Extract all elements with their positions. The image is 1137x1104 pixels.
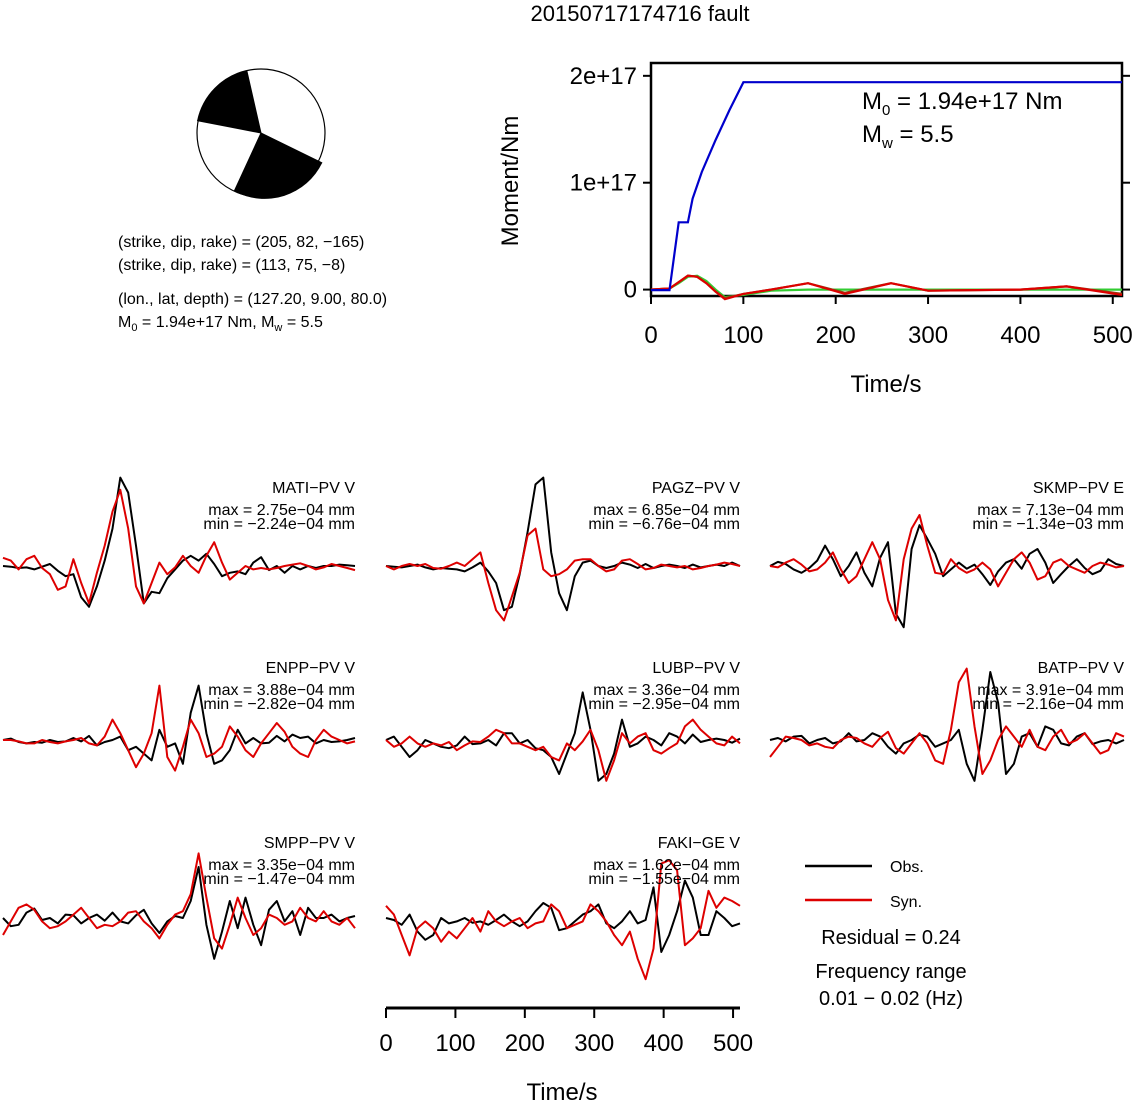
station-label: MATI−PV V (272, 480, 355, 497)
station-min: min = −2.95e−04 mm (588, 696, 740, 713)
station-max: max = 2.75e−04 mm (208, 502, 355, 519)
waveform-xtick-label: 100 (435, 1030, 475, 1057)
moment-xlabel: Time/s (850, 371, 921, 398)
plane1-text: (strike, dip, rake) = (205, 82, −165) (118, 234, 364, 251)
waveform-xtick-label: 400 (644, 1030, 684, 1057)
moment-sub: 0 (131, 322, 137, 334)
legend: Obs. Syn. (805, 859, 924, 911)
obs-trace (769, 671, 1125, 782)
moment-text: M0 = 1.94e+17 Nm, Mw = 5.5 (118, 314, 323, 334)
obs-trace (769, 524, 1125, 629)
focal-mechanism-beachball (196, 68, 326, 199)
location-text: (lon., lat, depth) = (127.20, 9.00, 80.0… (118, 291, 387, 308)
station-label: FAKI−GE V (658, 835, 741, 852)
station-max: max = 6.85e−04 mm (593, 502, 740, 519)
waveform-xlabel: Time/s (526, 1079, 597, 1104)
syn-trace (769, 667, 1125, 775)
moment-series-layer (650, 81, 1123, 301)
waveform-xtick-label: 0 (379, 1030, 392, 1057)
moment-xtick-label: 500 (1093, 322, 1133, 349)
station-max: max = 3.35e−04 mm (208, 857, 355, 874)
moment-xtick-label: 200 (816, 322, 856, 349)
syn-trace (3, 684, 356, 772)
moment-ytick-label: 1e+17 (570, 170, 637, 197)
obs-trace (385, 879, 741, 953)
syn-trace (769, 514, 1125, 622)
syn-trace (385, 859, 741, 981)
station-max: max = 7.13e−04 mm (977, 502, 1124, 519)
mw-sub: w (273, 322, 282, 334)
station-min: min = −2.82e−04 mm (203, 696, 355, 713)
moment-xtick-label: 0 (644, 322, 657, 349)
station-max: max = 3.91e−04 mm (977, 682, 1124, 699)
waveform-time-axis: 0 100 200 300 400 500 (379, 1006, 753, 1057)
obs-trace (385, 691, 741, 782)
obs-trace (2, 476, 356, 608)
moment-xtick-label: 300 (908, 322, 948, 349)
station-label: BATP−PV V (1038, 660, 1125, 677)
station-label: PAGZ−PV V (652, 480, 741, 497)
plane2-text: (strike, dip, rake) = (113, 75, −8) (118, 257, 345, 274)
syn-trace (2, 488, 356, 605)
station-min: min = −1.34e−03 mm (972, 516, 1124, 533)
moment-axes-layer: 0 1e+17 2e+17 0 100 200 300 400 500 (570, 63, 1133, 349)
obs-trace (385, 476, 741, 612)
mw-annotation: Mw = 5.5 (862, 121, 954, 152)
syn-trace (385, 527, 741, 622)
station-max: max = 3.36e−04 mm (593, 682, 740, 699)
syn-trace (385, 718, 741, 782)
legend-syn-label: Syn. (890, 894, 922, 911)
station-label: ENPP−PV V (266, 660, 356, 677)
station-max: max = 3.88e−04 mm (208, 682, 355, 699)
moment-series-3 (650, 274, 1123, 301)
station-label: SMPP−PV V (264, 835, 355, 852)
station-label: SKMP−PV E (1033, 480, 1124, 497)
mw-annotation-sub: w (881, 135, 893, 152)
m0-annotation: M0 = 1.94e+17 Nm (862, 88, 1062, 119)
frequency-value: 0.01 − 0.02 (Hz) (819, 988, 963, 1010)
waveform-xtick-label: 300 (574, 1030, 614, 1057)
syn-trace (2, 852, 356, 950)
station-min: min = −6.76e−04 mm (588, 516, 740, 533)
moment-ytick-label: 0 (624, 277, 637, 304)
moment-xtick-label: 100 (723, 322, 763, 349)
waveform-xtick-label: 200 (505, 1030, 545, 1057)
waveform-xtick-label: 500 (713, 1030, 753, 1057)
obs-trace (2, 866, 356, 960)
moment-series-0 (651, 81, 1122, 292)
station-min: min = −2.24e−04 mm (203, 516, 355, 533)
station-label: LUBP−PV V (652, 660, 740, 677)
residual-text: Residual = 0.24 (821, 927, 961, 949)
station-min: min = −2.16e−04 mm (972, 696, 1124, 713)
moment-ytick-label: 2e+17 (570, 63, 637, 90)
station-max: max = 1.62e−04 mm (593, 857, 740, 874)
frequency-label: Frequency range (815, 961, 966, 983)
station-min: min = −1.55e−04 mm (588, 871, 740, 888)
moment-xtick-label: 400 (1000, 322, 1040, 349)
m0-sub: 0 (882, 102, 890, 119)
station-min: min = −1.47e−04 mm (203, 871, 355, 888)
moment-chart-frame (649, 61, 1124, 298)
moment-chart: 0 1e+17 2e+17 0 100 200 300 400 500 Moment/Nm Ti… (497, 61, 1133, 398)
legend-obs-label: Obs. (890, 859, 924, 876)
figure-title: 20150717174716 fault (531, 1, 750, 26)
moment-ylabel: Moment/Nm (497, 116, 524, 247)
